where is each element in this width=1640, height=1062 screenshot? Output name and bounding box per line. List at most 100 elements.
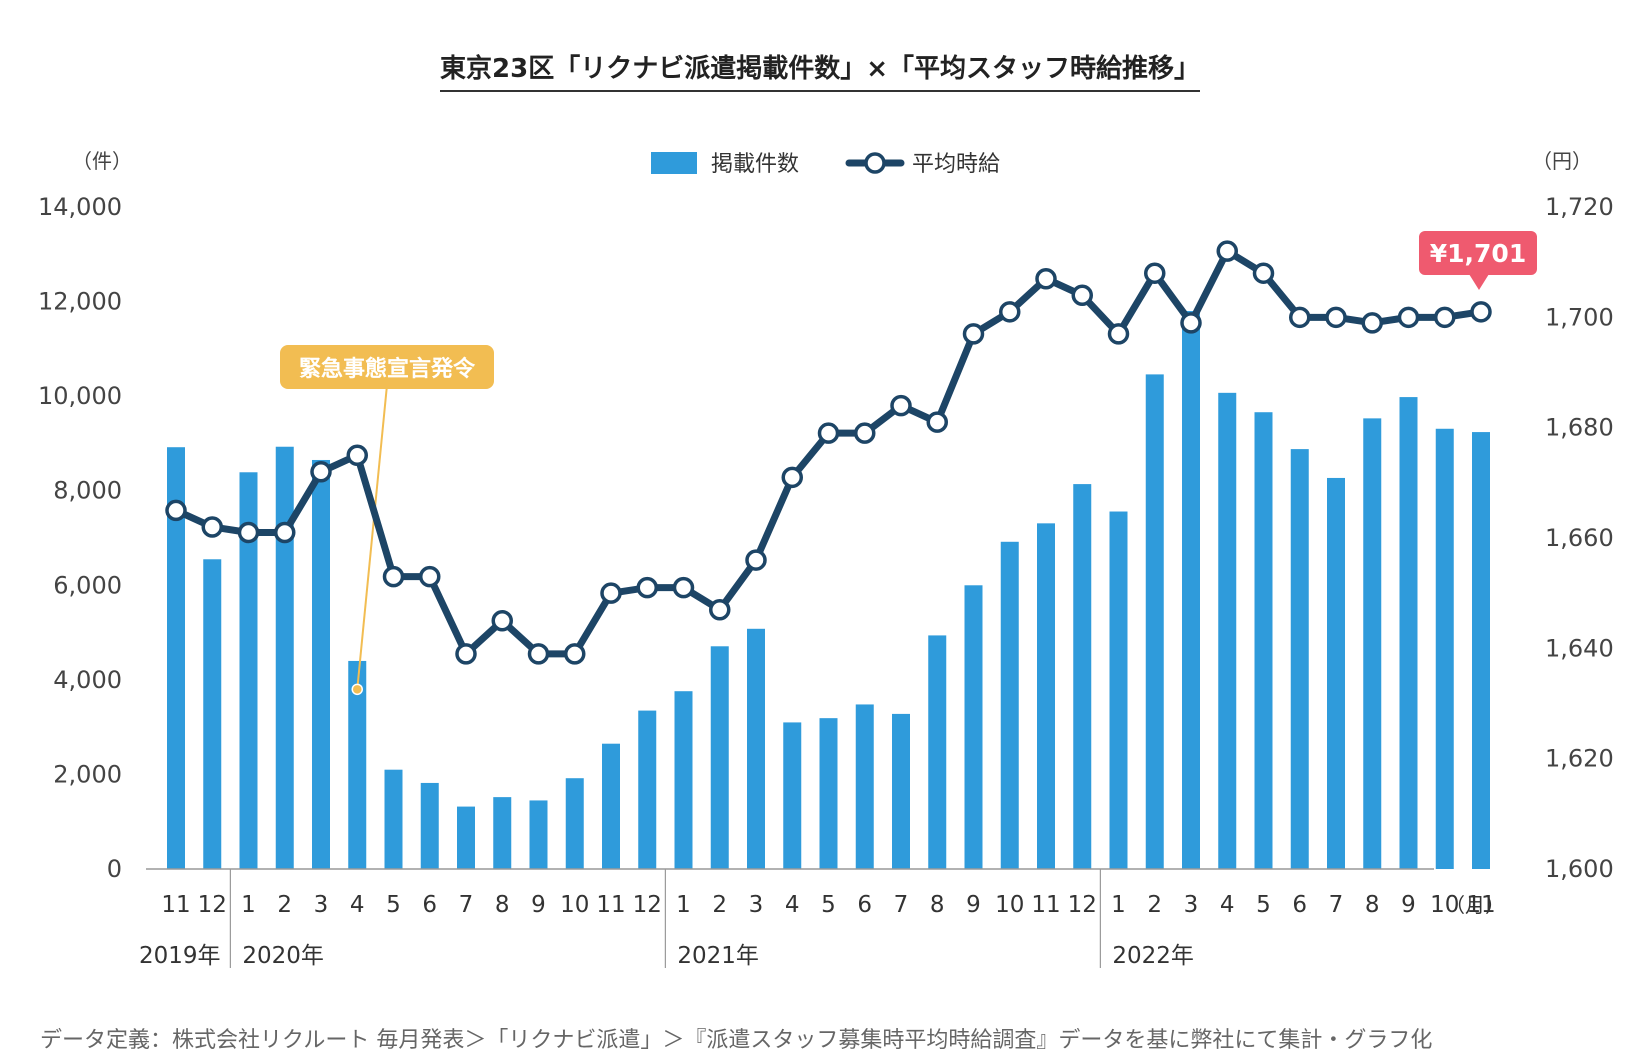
x-month-label: 4 xyxy=(785,892,800,918)
x-month-label: 6 xyxy=(857,892,872,918)
legend-line-label: 平均時給 xyxy=(912,152,1000,177)
x-month-label: 11 xyxy=(596,892,625,918)
y-right-tick-label: 1,620 xyxy=(1545,745,1614,773)
bar-listings xyxy=(167,447,185,869)
legend-line-marker xyxy=(864,152,886,174)
callout-leader-line xyxy=(356,384,388,690)
bar-listings xyxy=(1327,477,1345,869)
x-month-label: 8 xyxy=(495,892,510,918)
x-month-label: 5 xyxy=(821,892,836,918)
y-left-tick-label: 2,000 xyxy=(53,760,122,788)
x-month-label: 8 xyxy=(1365,892,1380,918)
point-average-wage xyxy=(201,516,223,538)
point-average-wage xyxy=(310,461,332,483)
bar-listings xyxy=(1109,511,1128,869)
bar-listings xyxy=(783,722,802,869)
x-month-label: 11 xyxy=(161,892,190,918)
x-month-label: 1 xyxy=(241,892,256,918)
bar-listings xyxy=(312,459,330,869)
point-average-wage xyxy=(1144,262,1166,284)
bar-listings xyxy=(1290,449,1309,869)
x-month-label: 6 xyxy=(1292,892,1307,918)
point-average-wage xyxy=(781,466,803,489)
bar-listings xyxy=(602,743,620,869)
point-average-wage xyxy=(890,394,912,417)
y-left-tick-label: 6,000 xyxy=(53,571,122,599)
x-month-label: 9 xyxy=(531,892,546,918)
x-month-label: 10 xyxy=(995,892,1024,918)
y-left-tick-label: 14,000 xyxy=(38,193,122,221)
point-average-wage xyxy=(854,422,876,444)
x-month-label: 10 xyxy=(1430,892,1459,918)
x-month-label: 2 xyxy=(712,892,727,918)
y-right-tick-label: 1,720 xyxy=(1545,193,1614,221)
point-average-wage xyxy=(1289,306,1311,329)
point-average-wage xyxy=(1180,312,1202,334)
x-month-label: 4 xyxy=(350,892,365,918)
latest-value-badge xyxy=(1419,231,1537,275)
callout-anchor-dot xyxy=(351,683,363,696)
y-left-tick-label: 12,000 xyxy=(38,288,122,316)
y-right-tick-label: 1,600 xyxy=(1545,855,1614,883)
point-average-wage xyxy=(745,549,767,571)
x-month-label: 11 xyxy=(1031,892,1060,918)
x-month-label: 10 xyxy=(560,892,589,918)
point-average-wage xyxy=(491,610,513,632)
callout-box xyxy=(280,345,494,389)
bar-listings xyxy=(239,472,258,869)
x-month-label: 12 xyxy=(633,892,662,918)
x-month-label: 3 xyxy=(314,892,329,918)
point-average-wage xyxy=(274,521,296,544)
point-average-wage xyxy=(672,576,695,599)
point-average-wage xyxy=(1434,306,1456,329)
x-month-label: 7 xyxy=(1329,892,1344,918)
bar-listings xyxy=(565,778,584,869)
bar-listings xyxy=(529,800,548,869)
x-month-label: 7 xyxy=(894,892,909,918)
bar-listings xyxy=(1218,392,1237,869)
bar-listings xyxy=(747,628,765,869)
point-average-wage xyxy=(962,323,985,345)
bar-listings xyxy=(348,660,367,869)
callout-label: 緊急事態宣言発令 xyxy=(299,356,476,382)
y-right-tick-label: 1,680 xyxy=(1545,414,1614,442)
bar-listings xyxy=(420,782,439,869)
x-month-label: 1 xyxy=(1111,892,1126,918)
x-month-label: 9 xyxy=(966,892,981,918)
x-month-label: 9 xyxy=(1401,892,1416,918)
point-average-wage xyxy=(527,643,550,665)
point-average-wage xyxy=(1216,240,1238,262)
source-note: データ定義：株式会社リクルート 毎月発表＞「リクナビ派遣」＞『派遣スタッフ募集時… xyxy=(40,1028,1433,1053)
x-month-label: 3 xyxy=(749,892,764,918)
point-average-wage xyxy=(237,521,260,544)
y-left-tick-label: 10,000 xyxy=(38,382,122,410)
bar-listings xyxy=(855,704,874,869)
y-right-tick-label: 1,640 xyxy=(1545,634,1614,662)
x-unit-label: （月） xyxy=(1445,893,1505,917)
point-average-wage xyxy=(999,301,1021,323)
bar-listings xyxy=(892,713,910,869)
x-year-label: 2021年 xyxy=(677,943,759,969)
point-average-wage xyxy=(382,565,405,588)
x-month-label: 12 xyxy=(198,892,227,918)
point-average-wage xyxy=(419,565,441,588)
point-average-wage xyxy=(636,576,658,599)
line-average-wage xyxy=(172,247,1485,658)
bar-listings xyxy=(457,806,475,869)
bar-listings xyxy=(275,446,294,869)
x-month-label: 8 xyxy=(930,892,945,918)
bar-listings xyxy=(674,691,693,869)
bar-listings xyxy=(1182,311,1200,869)
point-average-wage xyxy=(564,643,586,665)
bar-listings xyxy=(1363,418,1382,869)
bar-listings xyxy=(1145,374,1164,869)
x-month-label: 4 xyxy=(1220,892,1235,918)
bar-listings xyxy=(964,585,983,869)
chart-title-text: 東京23区「リクナビ派遣掲載件数」×「平均スタッフ時給推移」 xyxy=(440,54,1200,92)
point-average-wage xyxy=(1035,267,1057,290)
bar-listings xyxy=(493,797,512,869)
x-month-label: 12 xyxy=(1068,892,1097,918)
x-month-label: 3 xyxy=(1184,892,1199,918)
bar-listings xyxy=(710,646,729,869)
